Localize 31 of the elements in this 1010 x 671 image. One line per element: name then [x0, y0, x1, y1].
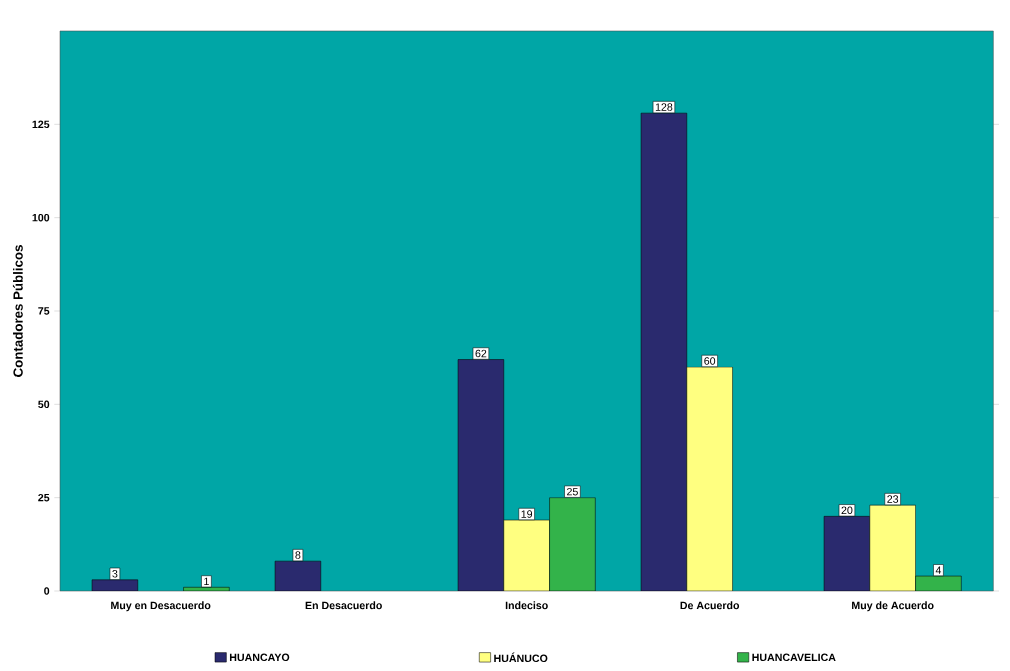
- x-tick-label: Indeciso: [505, 601, 548, 610]
- data-label: 3: [112, 570, 118, 578]
- x-tick-label: En Desacuerdo: [305, 601, 382, 610]
- data-label: 25: [567, 487, 578, 496]
- bar: [457, 359, 505, 591]
- data-label: 60: [704, 357, 716, 365]
- data-label: 62: [475, 349, 487, 358]
- legend-label: HUANCAYO: [229, 653, 290, 662]
- x-tick-label: Muy en Desacuerdo: [111, 601, 211, 612]
- data-label: 20: [841, 506, 853, 515]
- x-tick-label: De Acuerdo: [680, 601, 740, 610]
- y-tick-label: 50: [38, 400, 50, 409]
- data-label: 128: [655, 103, 673, 111]
- legend-label: HUÁNUCO: [494, 652, 548, 663]
- bar: [640, 112, 688, 591]
- y-tick-label: 25: [38, 493, 50, 502]
- bar: [823, 516, 871, 591]
- y-tick-label: 100: [32, 213, 50, 222]
- bar: [274, 560, 322, 591]
- data-label: 19: [521, 510, 533, 518]
- y-tick-label: 75: [38, 307, 50, 315]
- y-tick-label: 125: [32, 120, 50, 129]
- x-tick-label: Muy de Acuerdo: [852, 601, 934, 612]
- y-tick-label: 0: [44, 587, 50, 595]
- y-axis-title: Contadores Públicos: [12, 245, 23, 377]
- data-label: 23: [887, 495, 899, 503]
- legend-label: HUANCAVELICA: [752, 653, 836, 662]
- bar: [549, 497, 596, 591]
- data-label: 8: [295, 551, 301, 559]
- data-label: 4: [935, 566, 942, 574]
- data-label: 1: [204, 577, 209, 586]
